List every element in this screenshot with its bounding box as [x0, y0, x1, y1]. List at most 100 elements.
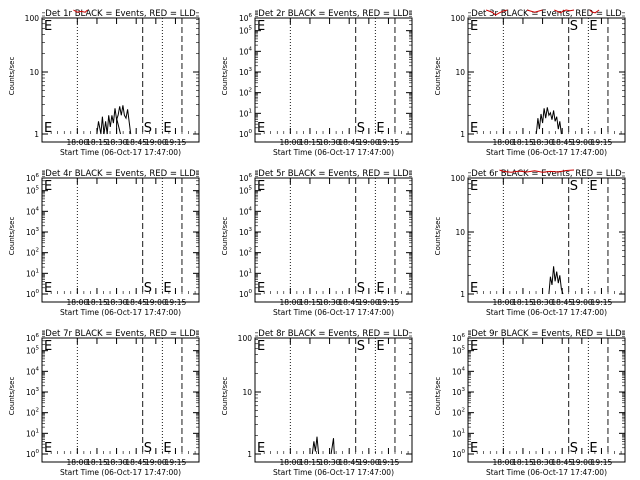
- edge-marker-top: E: [257, 19, 265, 34]
- y-tick-label: 10: [242, 388, 252, 397]
- start-marker-s: S: [144, 121, 152, 136]
- edge-marker-bottom: E: [470, 121, 478, 136]
- y-axis-label: Counts/sec: [434, 217, 442, 256]
- x-tick-label: 19:00: [145, 458, 167, 467]
- x-tick-label: 19:00: [358, 138, 380, 147]
- x-tick-label: 18:15: [86, 458, 108, 467]
- y-tick-label: 100: [26, 449, 40, 459]
- plot-frame: [254, 17, 413, 143]
- x-tick-label: 18:00: [493, 458, 515, 467]
- x-tick-label: 18:00: [280, 298, 302, 307]
- y-tick-label: 103: [239, 67, 253, 77]
- plot-frame: [467, 17, 626, 143]
- x-tick-label: 19:00: [571, 138, 593, 147]
- y-tick-label: 102: [239, 248, 252, 258]
- x-tick-label: 19:15: [165, 458, 187, 467]
- x-tick-label: 18:15: [299, 298, 321, 307]
- edge-marker-top: E: [470, 179, 478, 194]
- lld-series-line: [554, 9, 575, 14]
- plot-frame: [467, 177, 626, 303]
- events-series-line: [548, 266, 564, 295]
- lld-series-line: [485, 9, 508, 16]
- x-tick-label: 18:00: [67, 138, 89, 147]
- y-tick-label: 105: [239, 186, 253, 196]
- y-tick-label: 100: [451, 14, 466, 23]
- panel-title: Det 7r BLACK = Events, RED = LLD: [45, 329, 196, 339]
- y-tick-label: 105: [239, 26, 253, 36]
- y-tick-label: 100: [239, 289, 253, 299]
- edge-marker-top: E: [44, 179, 52, 194]
- x-tick-label: 18:45: [551, 458, 573, 467]
- x-tick-label: 18:15: [299, 138, 321, 147]
- panel-title: Det 4r BLACK = Events, RED = LLD: [45, 169, 196, 179]
- lld-series-line: [589, 9, 600, 14]
- y-tick-label: 100: [452, 449, 466, 459]
- x-tick-label: 18:45: [338, 458, 360, 467]
- y-axis-label: Counts/sec: [221, 377, 229, 416]
- y-tick-label: 1: [460, 290, 465, 299]
- lld-series-line: [73, 9, 88, 13]
- x-axis-label: Start Time (06-Oct-17 17:47:00): [60, 468, 181, 477]
- x-tick-label: 19:15: [591, 138, 613, 147]
- x-tick-label: 18:45: [338, 138, 360, 147]
- y-tick-label: 10: [29, 68, 39, 77]
- detector-panel: Det 2r BLACK = Events, RED = LLD 100 101 10…: [221, 9, 413, 157]
- y-tick-label: 101: [26, 268, 39, 278]
- x-tick-label: 19:15: [378, 138, 400, 147]
- x-tick-label: 18:15: [512, 138, 534, 147]
- x-tick-label: 18:00: [280, 458, 302, 467]
- edge-marker-bottom: E: [44, 441, 52, 456]
- y-tick-label: 105: [26, 186, 40, 196]
- plot-frame: [41, 337, 200, 463]
- x-tick-label: 18:30: [319, 458, 341, 467]
- x-tick-label: 18:30: [106, 458, 128, 467]
- detector-panel: Det 4r BLACK = Events, RED = LLD 100 101 10…: [8, 169, 200, 317]
- lld-series-line: [499, 169, 575, 173]
- x-tick-label: 18:30: [532, 458, 554, 467]
- y-tick-label: 106: [452, 333, 466, 343]
- end-marker-e: E: [376, 281, 384, 296]
- y-tick-label: 103: [452, 387, 466, 397]
- x-axis-label: Start Time (06-Oct-17 17:47:00): [273, 148, 394, 157]
- y-tick-label: 102: [26, 408, 39, 418]
- y-axis-label: Counts/sec: [221, 217, 229, 256]
- detector-panel: Det 1r BLACK = Events, RED = LLD 1 10 100 Co…: [8, 9, 200, 157]
- x-tick-label: 18:15: [512, 458, 534, 467]
- edge-marker-bottom: E: [470, 281, 478, 296]
- start-marker-s: S: [570, 441, 578, 456]
- x-axis-label: Start Time (06-Oct-17 17:47:00): [273, 308, 394, 317]
- detector-panel: Det 3r BLACK = Events, RED = LLD 1 10 100 Co…: [434, 9, 626, 157]
- x-tick-label: 18:15: [299, 458, 321, 467]
- x-axis-label: Start Time (06-Oct-17 17:47:00): [60, 308, 181, 317]
- x-tick-label: 18:15: [512, 298, 534, 307]
- x-tick-label: 19:00: [145, 138, 167, 147]
- x-axis-label: Start Time (06-Oct-17 17:47:00): [486, 148, 607, 157]
- plot-frame: [254, 177, 413, 303]
- x-tick-label: 18:00: [493, 138, 515, 147]
- y-tick-label: 100: [239, 129, 253, 139]
- y-tick-label: 10: [455, 228, 465, 237]
- y-tick-label: 100: [451, 174, 466, 183]
- x-tick-label: 19:00: [571, 458, 593, 467]
- x-tick-label: 19:00: [145, 298, 167, 307]
- edge-marker-bottom: E: [44, 281, 52, 296]
- panel-title: Det 5r BLACK = Events, RED = LLD: [258, 169, 409, 179]
- x-axis-label: Start Time (06-Oct-17 17:47:00): [486, 468, 607, 477]
- x-tick-label: 18:30: [319, 138, 341, 147]
- events-series-line: [535, 107, 562, 135]
- x-tick-label: 18:30: [532, 298, 554, 307]
- events-series-line: [311, 436, 320, 455]
- panel-title: Det 2r BLACK = Events, RED = LLD: [258, 9, 409, 19]
- x-tick-label: 18:45: [125, 298, 147, 307]
- panel-title: Det 3r BLACK = Events, RED = LLD: [471, 9, 622, 19]
- x-tick-label: 18:00: [493, 298, 515, 307]
- end-marker-e: E: [589, 441, 597, 456]
- plot-frame: [41, 17, 200, 143]
- y-tick-label: 105: [452, 346, 466, 356]
- y-tick-label: 103: [26, 227, 40, 237]
- y-axis-label: Counts/sec: [434, 57, 442, 96]
- y-tick-label: 104: [26, 366, 40, 376]
- events-series-line: [330, 438, 335, 455]
- y-axis-label: Counts/sec: [8, 217, 16, 256]
